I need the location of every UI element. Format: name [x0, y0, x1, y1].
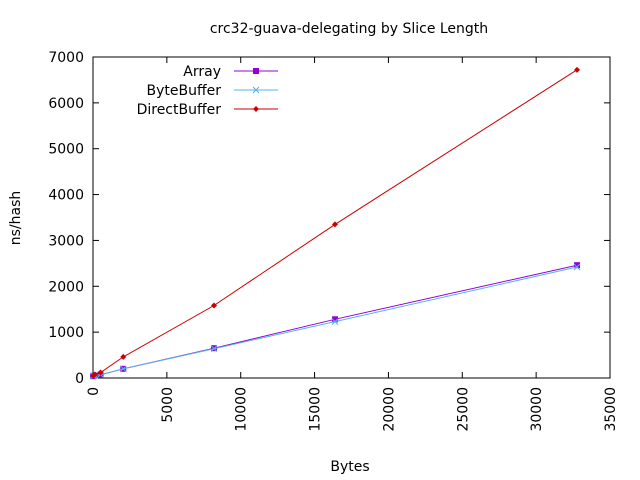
series-layer: [89, 66, 581, 380]
legend-label: ByteBuffer: [147, 83, 222, 99]
legend-marker: [253, 68, 259, 74]
y-tick-label: 5000: [48, 142, 84, 158]
data-point: [573, 263, 581, 271]
x-axis-label: Bytes: [330, 459, 369, 475]
legend-marker: [253, 106, 259, 112]
legend-label: DirectBuffer: [137, 102, 222, 118]
data-point: [331, 318, 339, 325]
data-point: [119, 365, 127, 373]
y-tick-label: 3000: [48, 233, 84, 249]
legend: Array ByteBuffer DirectBuffer: [137, 64, 278, 118]
x-tick-label: 5000: [160, 387, 176, 423]
x-tick-label: 10000: [234, 387, 250, 432]
y-tick-label: 0: [75, 371, 84, 387]
data-point: [97, 369, 104, 376]
x-tick-label: 30000: [529, 387, 545, 432]
y-tick-label: 2000: [48, 279, 84, 295]
x-tick-label: 15000: [308, 387, 324, 432]
data-point: [332, 316, 339, 323]
legend-label: Array: [183, 64, 221, 80]
chart-title: crc32-guava-delegating by Slice Length: [210, 21, 488, 37]
data-point: [210, 345, 218, 353]
plot-frame: [92, 56, 611, 379]
data-point: [120, 353, 127, 360]
series-directbuffer: [90, 66, 581, 379]
data-point: [574, 262, 581, 269]
x-tick-label: 20000: [381, 387, 397, 432]
x-tick-label: 0: [86, 387, 102, 396]
x-tick-label: 25000: [455, 387, 471, 432]
y-tick-label: 7000: [48, 50, 84, 66]
y-tick-label: 1000: [48, 325, 84, 341]
series-array: [90, 262, 581, 380]
data-point: [332, 221, 339, 228]
y-tick-label: 6000: [48, 96, 84, 112]
data-point: [211, 302, 218, 309]
data-point: [574, 66, 581, 73]
y-axis-label: ns/hash: [8, 191, 24, 246]
axes: 0 1000 2000 3000 4000 5000 6000 7000 0 5000 10000 1…: [48, 50, 619, 432]
y-tick-label: 4000: [48, 188, 84, 204]
data-point: [91, 371, 98, 378]
x-tick-label: 35000: [603, 387, 619, 432]
legend-marker: [252, 86, 260, 94]
